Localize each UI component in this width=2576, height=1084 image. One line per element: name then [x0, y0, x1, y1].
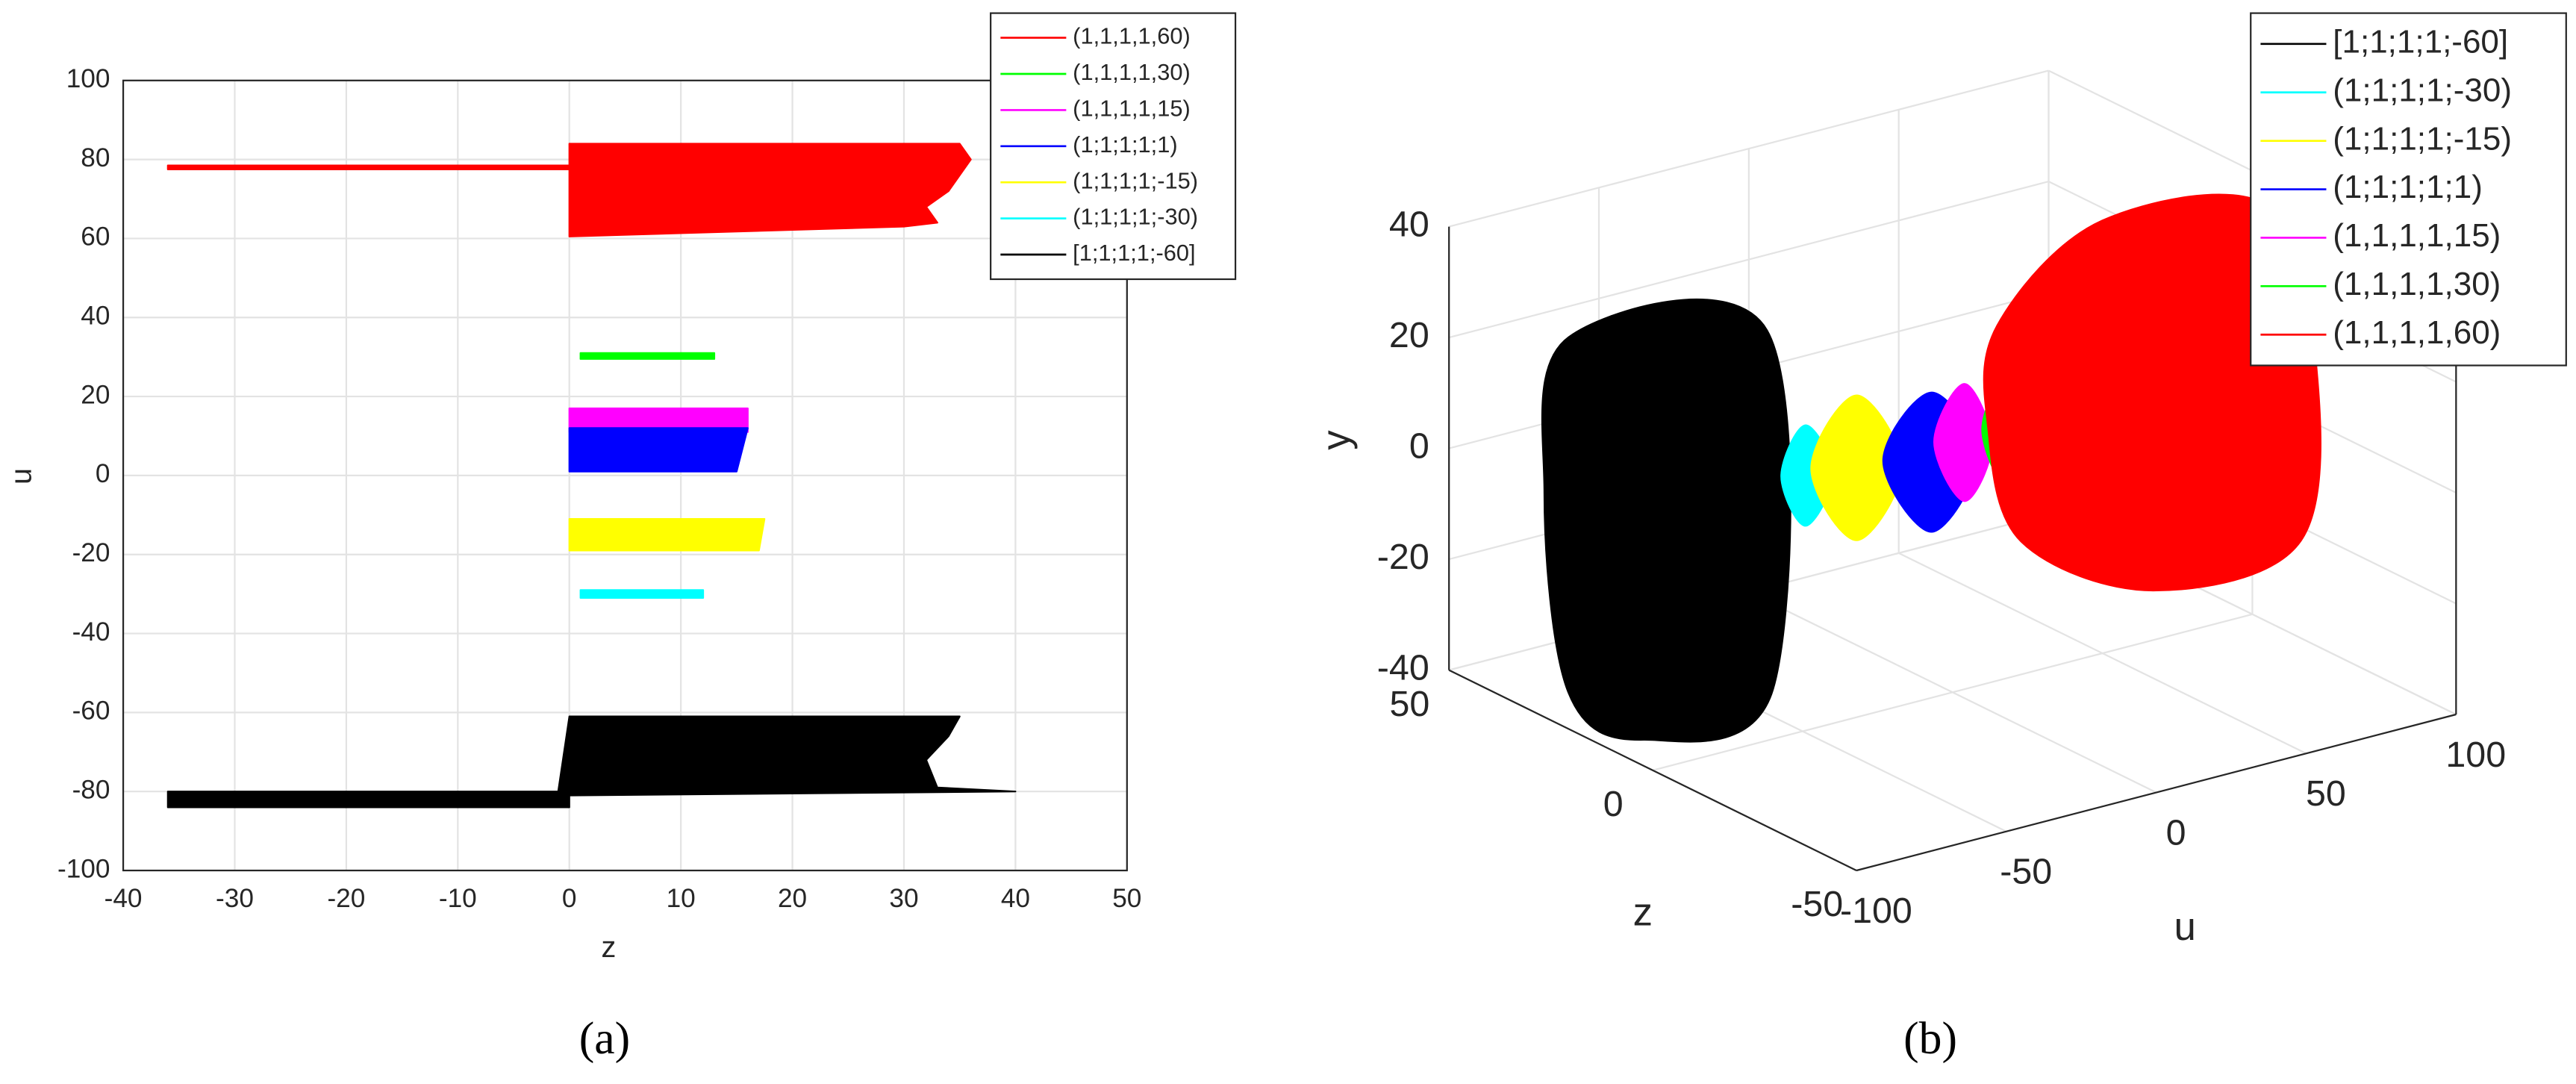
z-tick-label: 0	[1603, 784, 1624, 824]
y-tick-label: -20	[72, 538, 110, 567]
y-tick-label: 0	[96, 459, 110, 488]
y-tick-label: -60	[72, 697, 110, 726]
x-tick-label: 30	[889, 884, 918, 913]
data-region	[568, 427, 749, 473]
legend-label: [1;1;1;1;-60]	[2333, 23, 2508, 60]
x-tick-label: -30	[216, 884, 254, 913]
y-tick-label: 0	[1409, 426, 1429, 466]
grid-line	[1448, 69, 2049, 228]
grid-line	[1448, 181, 2049, 339]
y-tick-label: 80	[81, 143, 110, 172]
axes-box	[122, 79, 1128, 872]
legend-label: [1;1;1;1;-60]	[1073, 240, 1195, 266]
legend-label: (1;1;1;1;1)	[1073, 131, 1177, 158]
y-tick-label: 60	[81, 222, 110, 252]
legend-label: (1,1,1,1,30)	[2333, 266, 2501, 302]
y-tick-label: 40	[1389, 204, 1429, 244]
grid-line	[1652, 613, 2253, 771]
y-axis-title: y	[1314, 430, 1359, 450]
orbit-region	[1541, 298, 1791, 743]
y-tick-label: -40	[72, 617, 110, 647]
y-tick-label: 20	[1389, 315, 1429, 355]
x-tick-label: -50	[2000, 852, 2052, 892]
x-tick-label: -10	[439, 884, 477, 913]
x-tick-label: 50	[1112, 884, 1141, 913]
data-region	[166, 143, 972, 237]
x-tick-label: -20	[327, 884, 365, 913]
legend-label: (1;1;1;1;-15)	[1073, 167, 1198, 193]
z-axis-title: z	[1633, 890, 1653, 934]
legend-label: (1,1,1,1,15)	[1073, 96, 1191, 122]
x-tick-label: 50	[2306, 773, 2346, 814]
x-tick-label: -40	[105, 884, 143, 913]
legend-label: (1;1;1;1;-15)	[2333, 120, 2512, 157]
legend-label: (1,1,1,1,15)	[2333, 217, 2501, 254]
data-region	[568, 407, 749, 433]
data-region	[579, 589, 705, 599]
legend-label: (1;1;1;1;1)	[2333, 169, 2483, 205]
x-tick-label: 40	[1001, 884, 1030, 913]
y-tick-label: 100	[66, 64, 110, 93]
axis-line	[1856, 713, 2457, 872]
x-tick-label: 0	[2166, 812, 2186, 853]
x-tick-label: 100	[2445, 735, 2506, 775]
y-tick-label: -40	[1377, 647, 1429, 688]
data-region	[166, 715, 1017, 809]
z-tick-label: 50	[1389, 684, 1429, 724]
legend-label: (1;1;1;1;-30)	[1073, 204, 1198, 230]
z-tick-label: -50	[1791, 884, 1843, 924]
orbit-region	[1983, 193, 2321, 592]
x-tick-label: 20	[778, 884, 807, 913]
legend-label: (1,1,1,1,60)	[2333, 314, 2501, 351]
legend-label: (1,1,1,1,30)	[1073, 59, 1191, 85]
axis-line	[1448, 669, 1857, 871]
caption: (b)	[1903, 1013, 1957, 1064]
y-tick-label: -80	[72, 775, 110, 804]
x-axis-title: u	[2174, 905, 2195, 949]
y-axis-title: u	[4, 468, 37, 485]
y-tick-label: -20	[1377, 537, 1429, 577]
legend-label: (1,1,1,1,60)	[1073, 23, 1191, 49]
caption: (a)	[579, 1013, 630, 1064]
x-axis-title: z	[602, 931, 617, 964]
x-tick-label: -100	[1840, 891, 1912, 931]
x-tick-label: 0	[562, 884, 577, 913]
legend-label: (1;1;1;1;-30)	[2333, 72, 2512, 108]
y-tick-label: -100	[57, 854, 110, 883]
x-tick-label: 10	[667, 884, 696, 913]
data-region	[579, 352, 716, 360]
y-tick-label: 20	[81, 380, 110, 409]
y-tick-label: 40	[81, 302, 110, 331]
data-region	[568, 518, 766, 552]
